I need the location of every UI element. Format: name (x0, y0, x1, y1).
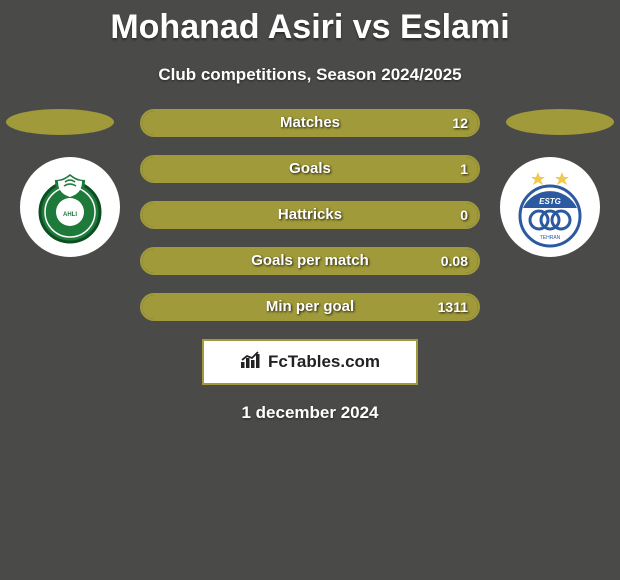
accent-oval-right (506, 109, 614, 135)
stat-label: Matches (142, 111, 478, 135)
stat-value-right: 1 (460, 157, 468, 181)
stat-label: Min per goal (142, 295, 478, 319)
crest-left-svg: AHLI (31, 168, 109, 246)
date-label: 1 december 2024 (0, 403, 620, 423)
stat-value-right: 12 (452, 111, 468, 135)
stat-bar: Matches 12 (140, 109, 480, 137)
subtitle: Club competitions, Season 2024/2025 (0, 65, 620, 85)
stat-bar: Goals 1 (140, 155, 480, 183)
brand-badge[interactable]: FcTables.com (202, 339, 418, 385)
stat-value-right: 0 (460, 203, 468, 227)
stat-label: Goals (142, 157, 478, 181)
brand-text: FcTables.com (268, 352, 380, 372)
stat-value-right: 1311 (438, 295, 468, 319)
stat-value-right: 0.08 (441, 249, 468, 273)
stat-bar: Hattricks 0 (140, 201, 480, 229)
stat-bars: Matches 12 Goals 1 Hattricks 0 Goals per… (140, 109, 480, 321)
svg-text:ESTG: ESTG (539, 197, 561, 206)
accent-oval-left (6, 109, 114, 135)
team-crest-right: ESTG TEHRAN (500, 157, 600, 257)
comparison-panel: AHLI ESTG TEHRAN Matches 12 Goals 1 (0, 109, 620, 423)
stat-bar: Min per goal 1311 (140, 293, 480, 321)
stat-label: Hattricks (142, 203, 478, 227)
stat-bar: Goals per match 0.08 (140, 247, 480, 275)
crest-right-svg: ESTG TEHRAN (507, 164, 593, 250)
page-title: Mohanad Asiri vs Eslami (0, 0, 620, 47)
chart-icon (240, 350, 262, 375)
svg-text:TEHRAN: TEHRAN (540, 235, 561, 241)
team-crest-left: AHLI (20, 157, 120, 257)
svg-text:AHLI: AHLI (63, 212, 77, 218)
stat-label: Goals per match (142, 249, 478, 273)
